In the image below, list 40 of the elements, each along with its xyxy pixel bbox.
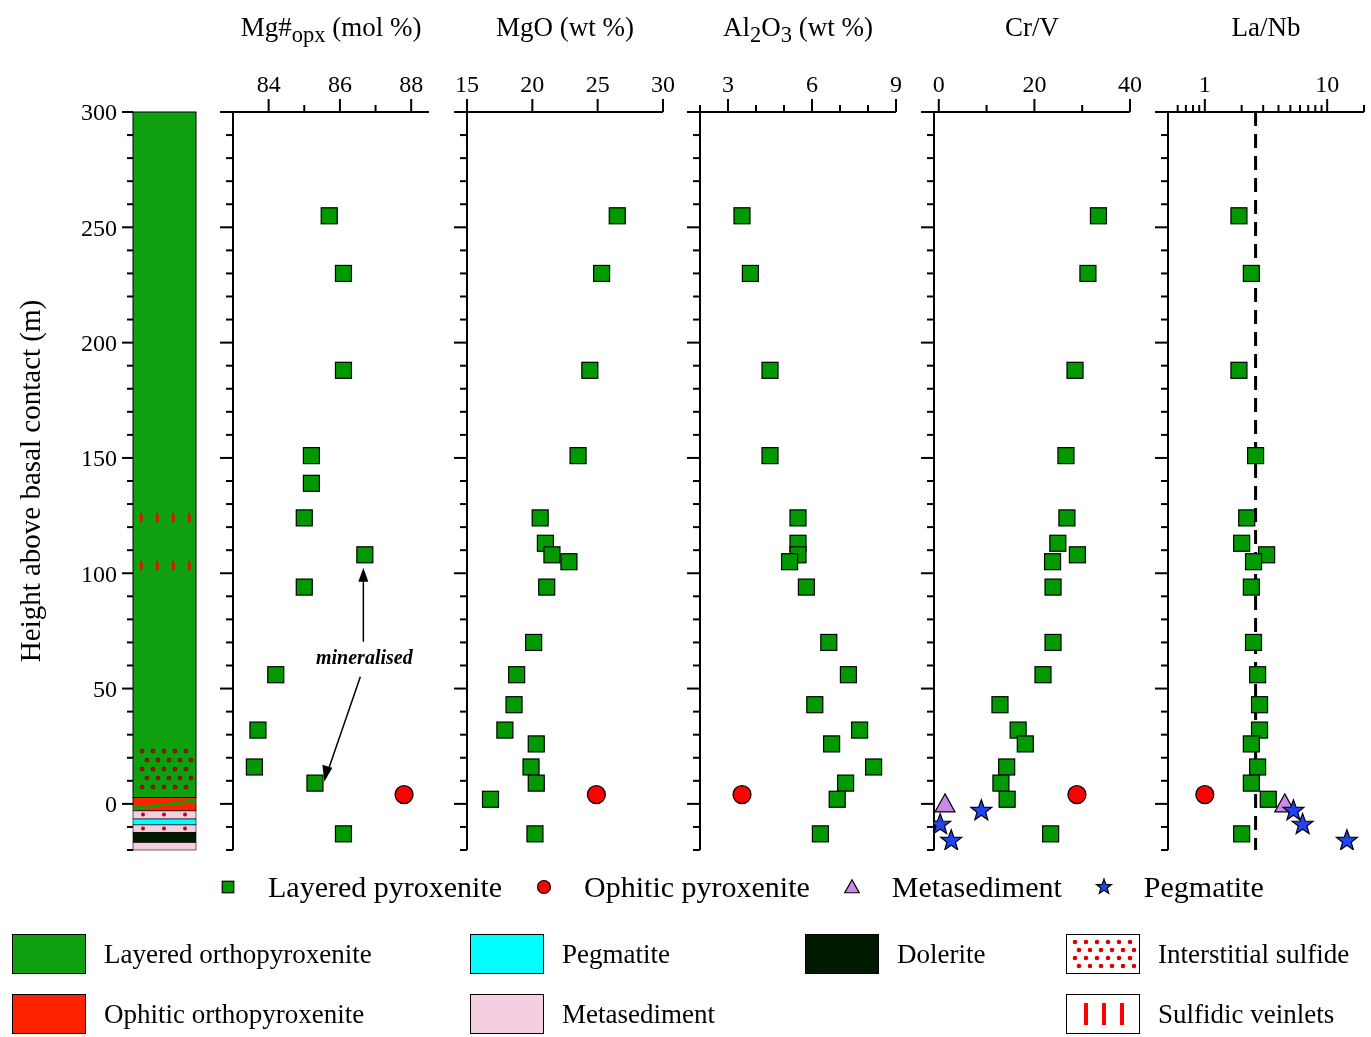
y-tick-label: 50 bbox=[93, 675, 117, 702]
y-tick-label: 300 bbox=[81, 99, 117, 126]
x-tick-label: 20 bbox=[1022, 71, 1047, 97]
y-tick-label: 150 bbox=[81, 445, 117, 472]
x-tick-label: 10 bbox=[1315, 71, 1340, 97]
y-tick-label: 200 bbox=[81, 330, 117, 357]
text: Sulfidic veinlets bbox=[1158, 998, 1335, 1030]
x-axis-title: Cr/V bbox=[1004, 12, 1060, 43]
x-tick-label: 40 bbox=[1118, 71, 1142, 97]
x-axis-title: Al$_{2}$O$_{3}$ (wt %) bbox=[722, 12, 874, 49]
text: Layered orthopyroxenite bbox=[104, 938, 372, 970]
text: Ophitic orthopyroxenite bbox=[104, 998, 365, 1030]
legend-label: Pegmatite bbox=[1143, 870, 1264, 904]
x-tick-label: 88 bbox=[399, 71, 424, 97]
x-tick-label: 1 bbox=[1198, 71, 1211, 97]
x-tick-label: 25 bbox=[585, 71, 610, 97]
x-tick-label: 84 bbox=[256, 71, 281, 97]
legend-label: Ophitic pyroxenite bbox=[584, 870, 810, 904]
text: Pegmatite bbox=[562, 938, 670, 970]
annotation: mineralised bbox=[316, 645, 414, 668]
y-tick-label: 0 bbox=[105, 791, 117, 818]
y-axis-title: Height above basal contact (m) bbox=[13, 299, 47, 663]
y-tick-label: 250 bbox=[81, 214, 117, 241]
x-axis-title: MgO (wt %) bbox=[495, 12, 635, 43]
legend-label: Layered pyroxenite bbox=[268, 870, 503, 904]
x-tick-label: 86 bbox=[327, 71, 352, 97]
x-tick-label: 9 bbox=[890, 71, 902, 97]
legend-label: Metasediment bbox=[891, 870, 1062, 904]
x-axis-title: La/Nb bbox=[1230, 12, 1302, 43]
x-tick-label: 30 bbox=[651, 71, 675, 97]
x-tick-label: 6 bbox=[806, 71, 818, 97]
x-tick-label: 3 bbox=[722, 71, 734, 97]
x-axis-title: Mg#$_{opx}$ (mol %) bbox=[239, 12, 423, 49]
x-tick-label: 15 bbox=[455, 71, 479, 97]
y-tick-label: 100 bbox=[81, 560, 117, 587]
x-tick-label: 20 bbox=[520, 71, 545, 97]
x-tick-label: 0 bbox=[932, 71, 945, 97]
text: Dolerite bbox=[897, 938, 986, 970]
text: Metasediment bbox=[562, 998, 715, 1030]
text: Interstitial sulfide bbox=[1158, 938, 1350, 970]
